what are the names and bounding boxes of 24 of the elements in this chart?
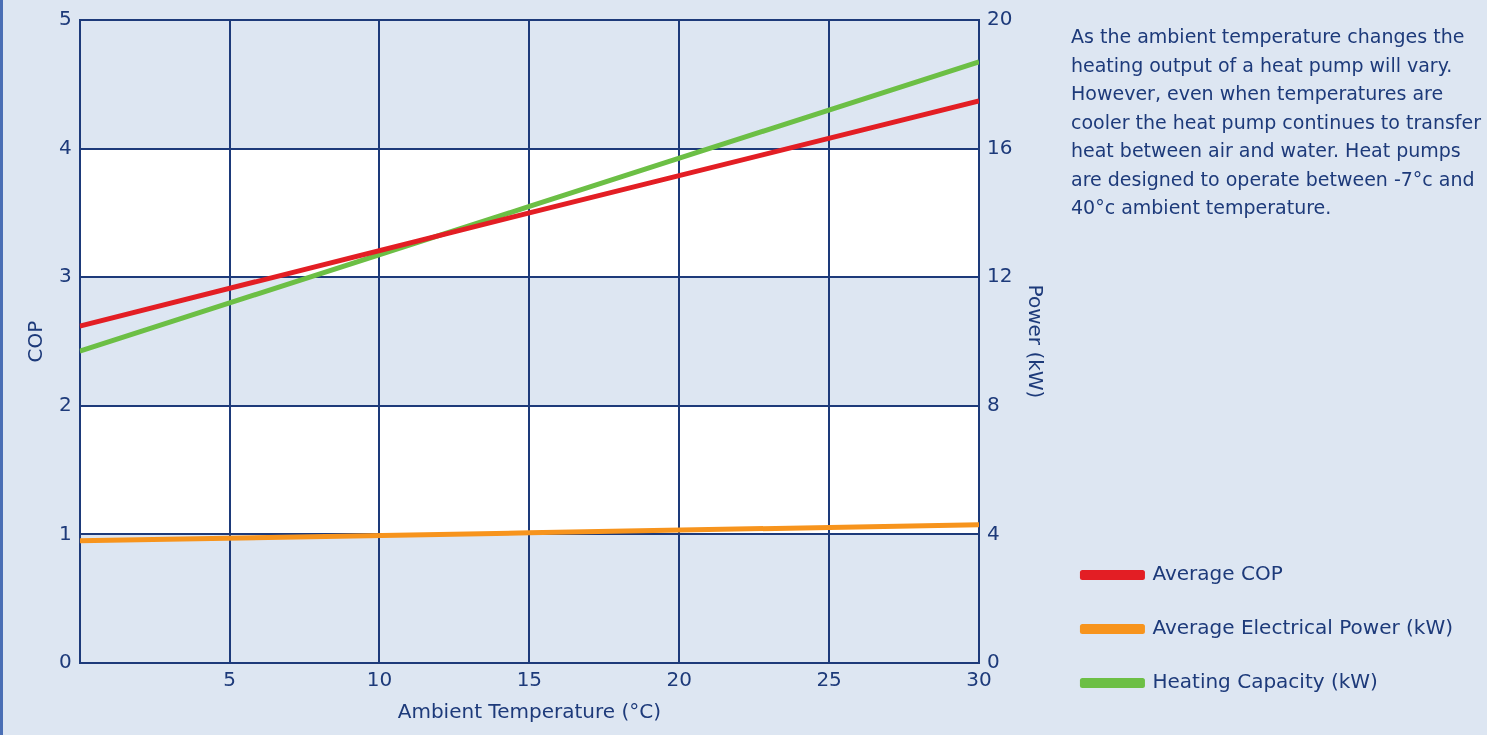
y-tick-label: 3	[58, 263, 72, 288]
x-tick-label: 10	[366, 667, 393, 692]
y2-tick-label: 4	[986, 520, 1000, 545]
legend-label: Average COP	[1152, 561, 1283, 586]
y2-tick-label: 16	[986, 134, 1013, 159]
y-tick-label: 1	[58, 520, 72, 545]
y-tick-label: 4	[58, 134, 72, 159]
y2-tick-label: 12	[986, 263, 1013, 288]
x-axis-title: Ambient Temperature (°C)	[397, 699, 661, 724]
y-tick-label: 5	[58, 6, 72, 31]
x-tick-label: 20	[666, 667, 692, 692]
y-tick-label: 2	[58, 392, 72, 416]
y2-tick-label: 20	[986, 6, 1013, 31]
y-axis-title: COP	[23, 320, 48, 363]
y2-axis-title: Power (kW)	[1024, 284, 1049, 399]
x-tick-label: 25	[816, 667, 842, 692]
y-tick-label: 0	[58, 649, 72, 674]
x-tick-label: 15	[516, 667, 543, 692]
text: As the ambient temperature changes the heating output of a heat pump will vary. However, even when temperatures are cooler the heat pump continues to transfer heat between air and water. Heat pumps are designed to operate between -7°c and 40°c ambient temperature.	[1071, 24, 1482, 220]
x-tick-label: 30	[966, 667, 992, 692]
x-tick-label: 5	[223, 667, 236, 692]
y2-tick-label: 8	[986, 392, 1000, 416]
legend-label: Average Electrical Power (kW)	[1152, 615, 1454, 640]
legend-label: Heating Capacity (kW)	[1152, 669, 1378, 694]
